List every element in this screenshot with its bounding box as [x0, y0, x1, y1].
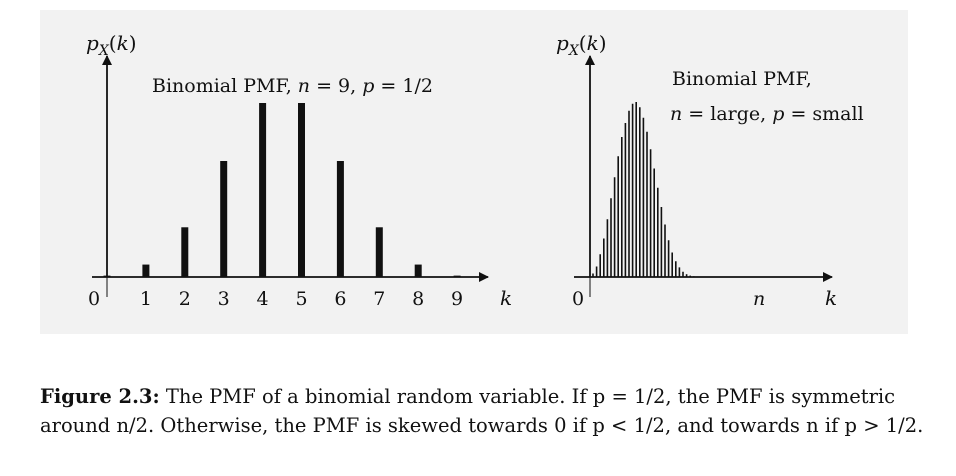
right-bar-11 — [631, 103, 634, 277]
left-tick-label-1: 1 — [140, 288, 152, 310]
right-bar-20 — [664, 224, 666, 277]
right-bar-13 — [639, 107, 641, 277]
right-bar-8 — [621, 137, 623, 277]
right-bar-19 — [660, 207, 663, 277]
right-bar-3 — [603, 238, 605, 277]
left-tick-label-4: 4 — [257, 288, 269, 310]
right-x-marker: n — [753, 288, 765, 310]
left-tick-label-3: 3 — [218, 288, 230, 310]
right-bar-25 — [682, 271, 684, 277]
left-tick-label-6: 6 — [334, 288, 346, 310]
left-tick-label-8: 8 — [412, 288, 424, 310]
right-bar-6 — [613, 177, 616, 277]
binomial-pmf-figure: pX(k) Binomial PMF, n = 9, p = 1/2 k 0 1 2… — [86, 31, 864, 310]
right-annotation-line1: Binomial PMF, — [672, 68, 812, 90]
right-bar-2 — [599, 254, 601, 277]
figure-caption: Figure 2.3: The PMF of a binomial random… — [40, 382, 940, 440]
right-bar-14 — [642, 117, 645, 277]
left-tick-label-9: 9 — [451, 288, 463, 310]
right-bar-4 — [606, 219, 609, 277]
left-bar-9 — [453, 275, 461, 277]
left-bar-0 — [103, 275, 111, 277]
left-bar-6 — [336, 161, 344, 277]
right-bar-24 — [678, 267, 681, 277]
left-bar-3 — [220, 161, 228, 277]
right-bar-21 — [667, 240, 670, 277]
right-bar-26 — [685, 274, 688, 277]
caption-label: Figure 2.3: — [40, 385, 160, 408]
left-bar-5 — [298, 103, 305, 277]
left-annotation: Binomial PMF, n = 9, p = 1/2 — [152, 75, 433, 97]
right-bar-5 — [610, 198, 612, 277]
left-tick-label-5: 5 — [295, 288, 307, 310]
left-bar-4 — [259, 103, 267, 277]
right-annotation-line2: n = large, p = small — [670, 103, 864, 125]
left-tick-label-2: 2 — [179, 288, 191, 310]
right-bar-17 — [653, 168, 655, 277]
left-bar-8 — [414, 264, 422, 277]
right-bar-28 — [693, 276, 695, 277]
right-bar-22 — [671, 252, 673, 277]
right-y-axis-label: pX(k) — [556, 31, 607, 59]
right-origin-label: 0 — [572, 288, 584, 310]
right-bar-7 — [617, 156, 619, 277]
left-y-axis-label: pX(k) — [86, 31, 137, 59]
right-bar-1 — [595, 266, 598, 277]
left-tick-label-0: 0 — [88, 288, 100, 310]
left-x-axis-label: k — [500, 286, 512, 310]
right-x-axis-label: k — [825, 286, 837, 310]
figure-panel — [40, 10, 908, 334]
left-bar-2 — [181, 227, 189, 277]
right-bar-18 — [657, 187, 659, 277]
right-bar-15 — [646, 131, 648, 277]
right-bar-10 — [628, 110, 630, 277]
right-bar-23 — [675, 261, 677, 277]
right-bar-9 — [624, 123, 627, 277]
right-bar-12 — [635, 102, 637, 277]
left-bar-7 — [375, 227, 383, 277]
right-bar-0 — [592, 273, 594, 277]
left-tick-label-7: 7 — [373, 288, 385, 310]
caption-text: The PMF of a binomial random variable. I… — [40, 385, 924, 437]
right-bar-16 — [649, 149, 652, 277]
right-bar-27 — [689, 275, 691, 277]
left-bar-1 — [142, 264, 150, 277]
